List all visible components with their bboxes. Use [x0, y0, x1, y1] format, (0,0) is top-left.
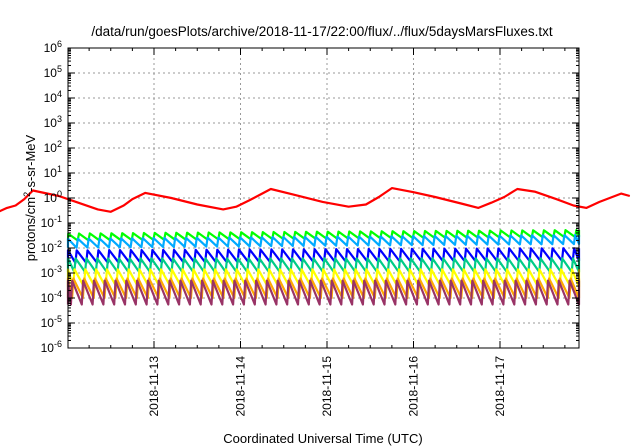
y-tick-label: 100: [44, 189, 62, 205]
x-tick-label: 2018-11-15: [320, 356, 334, 417]
y-tick-label: 10-6: [41, 339, 62, 355]
y-tick-label: 104: [44, 89, 62, 105]
y-axis-label-sup: 2: [22, 192, 32, 197]
x-axis-label: Coordinated Universal Time (UTC): [223, 431, 422, 446]
y-axis-label-rest: -s-sr-MeV: [23, 134, 38, 191]
y-axis-label-base: protons/cm: [23, 197, 38, 261]
y-tick-label: 10-3: [41, 264, 62, 280]
y-tick-label: 101: [44, 164, 62, 180]
y-axis-ticks: 10-6 10-5 10-4 10-3 10-2 10-1 100 101 102 103 104 1…: [41, 39, 579, 355]
chart-title: /data/run/goesPlots/archive/2018-11-17/2…: [91, 24, 552, 39]
flux-series-line: [66, 233, 581, 249]
x-tick-label: 2018-11-14: [234, 356, 248, 417]
y-tick-label: 102: [44, 139, 62, 155]
y-tick-label: 105: [44, 64, 62, 80]
flux-series-line: [66, 279, 581, 306]
y-tick-label: 10-2: [41, 239, 62, 255]
x-axis-ticks: 2018-11-13 2018-11-14 2018-11-15 2018-11-16…: [88, 48, 566, 417]
x-tick-label: 2018-11-16: [407, 356, 421, 417]
y-tick-label: 106: [44, 39, 62, 55]
y-tick-label: 10-1: [41, 214, 62, 230]
x-tick-label: 2018-11-13: [147, 356, 161, 417]
x-tick-label: 2018-11-17: [493, 356, 507, 417]
y-axis-label: protons/cm2-s-sr-MeV: [22, 134, 38, 261]
flux-series-line: [0, 187, 631, 213]
series-group: [0, 187, 631, 306]
y-tick-label: 103: [44, 114, 62, 130]
y-tick-label: 10-4: [41, 289, 62, 305]
y-tick-label: 10-5: [41, 314, 62, 330]
